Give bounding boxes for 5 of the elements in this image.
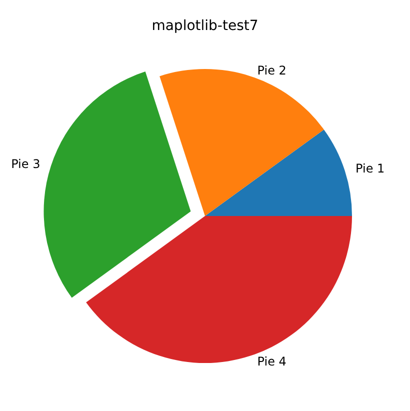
chart-title: maplotlib-test7: [152, 18, 258, 34]
slice-label: Pie 2: [257, 63, 286, 78]
slice-label: Pie 4: [257, 354, 286, 369]
slice-label: Pie 3: [11, 157, 40, 172]
slice-label: Pie 1: [356, 162, 385, 176]
